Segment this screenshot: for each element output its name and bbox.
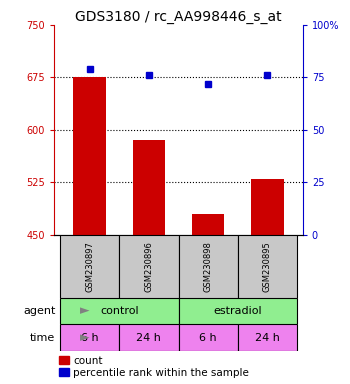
Bar [251, 179, 284, 235]
Bar [238, 235, 297, 298]
Bar [60, 298, 178, 324]
Text: 24 h: 24 h [136, 333, 161, 343]
Bar [133, 140, 165, 235]
Text: GSM230897: GSM230897 [85, 241, 94, 291]
Text: agent: agent [23, 306, 55, 316]
Bar [119, 235, 178, 298]
Bar [119, 324, 178, 351]
Bar [178, 324, 238, 351]
Text: ►: ► [80, 331, 90, 344]
Bar [60, 324, 119, 351]
Bar [60, 235, 119, 298]
Text: GSM230895: GSM230895 [263, 241, 272, 291]
Text: GSM230896: GSM230896 [145, 241, 153, 291]
Text: 6 h: 6 h [199, 333, 217, 343]
Text: 24 h: 24 h [255, 333, 280, 343]
Bar [178, 235, 238, 298]
Title: GDS3180 / rc_AA998446_s_at: GDS3180 / rc_AA998446_s_at [75, 10, 282, 24]
Text: time: time [30, 333, 55, 343]
Text: 6 h: 6 h [81, 333, 99, 343]
Bar [74, 78, 106, 235]
Text: GSM230898: GSM230898 [204, 241, 212, 291]
Text: estradiol: estradiol [214, 306, 262, 316]
Bar [238, 324, 297, 351]
Legend: count, percentile rank within the sample: count, percentile rank within the sample [60, 356, 249, 377]
Text: control: control [100, 306, 139, 316]
Text: ►: ► [80, 305, 90, 318]
Bar [178, 298, 297, 324]
Bar [192, 214, 224, 235]
